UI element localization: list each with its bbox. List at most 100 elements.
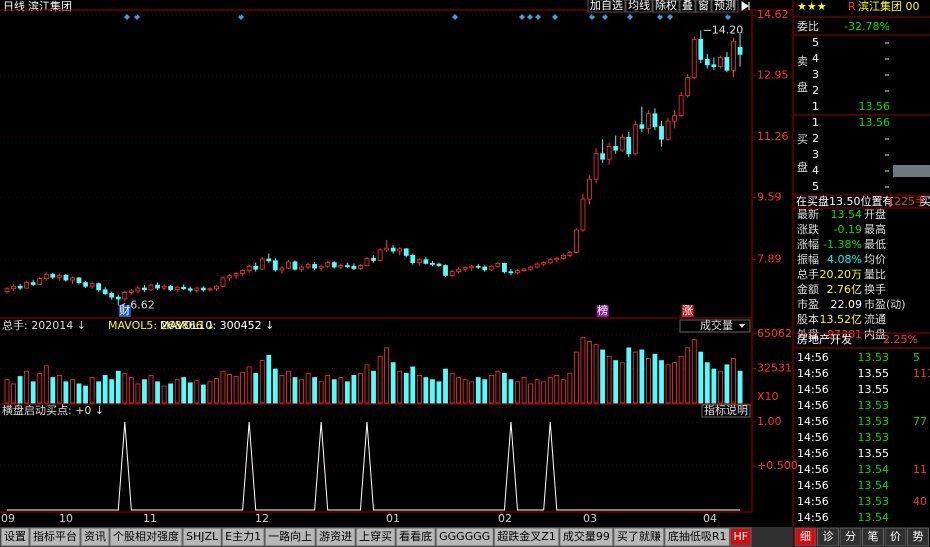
side-tab[interactable]: [794, 527, 817, 547]
candle-body: [482, 266, 488, 271]
candle-body: [567, 252, 573, 256]
event-marker: [589, 14, 595, 20]
candle-body: [292, 261, 298, 270]
candle-body: [436, 263, 442, 266]
toolbar-button-frame[interactable]: [625, 0, 653, 13]
side-tab-label[interactable]: 笔: [868, 529, 879, 543]
candle-body: [148, 284, 154, 291]
tab-label[interactable]: HF: [733, 530, 748, 543]
side-tab-label[interactable]: 势: [913, 530, 924, 543]
volume-bar: [698, 351, 704, 404]
tab-label[interactable]: 游资进: [319, 530, 352, 543]
tab[interactable]: [182, 527, 222, 547]
tab[interactable]: [664, 527, 730, 547]
side-tab-label[interactable]: 诊: [823, 529, 834, 543]
candle-body: [672, 115, 677, 122]
toolbar-button[interactable]: 加自选: [590, 0, 623, 12]
tab[interactable]: [559, 527, 614, 547]
toolbar-button[interactable]: 窗: [698, 0, 709, 12]
y-tick-label: 11.26: [757, 130, 789, 143]
tab-label[interactable]: 资讯: [84, 530, 106, 543]
toolbar-button[interactable]: 预测: [714, 0, 736, 12]
volume-bar: [174, 379, 180, 404]
toolbar-button-frame[interactable]: [652, 0, 680, 13]
tick-time: 14:56: [797, 447, 829, 460]
stat-label: 量比: [864, 268, 886, 281]
side-tab[interactable]: [884, 527, 907, 547]
tab[interactable]: [493, 527, 560, 547]
candle-body: [83, 282, 88, 287]
volume-bar: [109, 379, 115, 404]
side-tab[interactable]: [907, 527, 929, 547]
tab-label[interactable]: 一路向上: [268, 529, 312, 543]
candle-body: [279, 267, 285, 271]
tab-label[interactable]: 设置: [4, 530, 26, 543]
tab-label[interactable]: 看看底: [399, 529, 432, 543]
tab-label[interactable]: 指标平台: [33, 529, 77, 543]
tab[interactable]: [395, 527, 436, 547]
tab-label[interactable]: 底抽低吸R1: [668, 529, 727, 543]
tab[interactable]: [80, 527, 110, 547]
tab[interactable]: [29, 527, 81, 547]
tab[interactable]: [435, 527, 494, 547]
tab-label[interactable]: GGGGGG: [439, 530, 490, 543]
tab[interactable]: [729, 527, 752, 547]
volume-bar: [652, 353, 658, 404]
sell-label: 卖: [797, 55, 808, 68]
tab-label[interactable]: 成交量99: [563, 529, 610, 543]
volume-bar: [704, 362, 710, 404]
volume-bar: [416, 375, 422, 404]
candle-body: [109, 293, 115, 298]
tab[interactable]: [264, 527, 316, 547]
side-tab-label[interactable]: 分: [845, 530, 856, 543]
candle-body: [70, 277, 75, 281]
tab[interactable]: [0, 527, 30, 547]
side-tab[interactable]: [817, 527, 839, 547]
tab[interactable]: [221, 527, 265, 547]
toolbar-button-frame[interactable]: [679, 0, 696, 13]
side-tab-label[interactable]: 价: [890, 530, 901, 543]
toolbar-button[interactable]: 除权: [655, 0, 677, 12]
tab-label[interactable]: 上穿买: [359, 529, 392, 543]
toolbar-button-frame[interactable]: [711, 0, 739, 13]
volume-bar: [89, 377, 95, 404]
tab-label[interactable]: 个股相对强度: [113, 529, 179, 543]
indicator-help-button[interactable]: [701, 404, 751, 418]
side-tab[interactable]: [862, 527, 884, 547]
candle-body: [240, 270, 246, 274]
side-tab[interactable]: [839, 527, 862, 547]
candle-body: [259, 258, 265, 270]
indicator-selector[interactable]: [679, 319, 751, 333]
stat-value: -1.38%: [823, 238, 862, 251]
side-tab-label[interactable]: 细: [800, 530, 811, 543]
stat-label: 流通: [864, 312, 886, 326]
candle-body: [593, 153, 599, 180]
selector-arrow[interactable]: [739, 324, 745, 328]
volume-bar: [593, 344, 599, 404]
stat-label: 换手: [864, 282, 886, 296]
tab-label[interactable]: E主力1: [225, 530, 261, 543]
tab-label[interactable]: 超跌金叉Z1: [497, 529, 556, 543]
ask-price: 13.56: [859, 100, 891, 113]
volume-bar: [299, 379, 304, 404]
toolbar-button-frame[interactable]: [587, 0, 626, 13]
indicator-selector-text[interactable]: 成交量: [700, 318, 733, 332]
toolbar-button-frame[interactable]: [695, 0, 712, 13]
volume-bar: [560, 379, 566, 404]
tab-label[interactable]: 买了就赚: [617, 529, 661, 543]
tab[interactable]: [613, 527, 665, 547]
tab[interactable]: [315, 527, 356, 547]
tab[interactable]: [355, 527, 396, 547]
indicator-help-text[interactable]: 指标说明: [704, 403, 748, 417]
toolbar-arrow[interactable]: [741, 1, 750, 11]
badge: R: [848, 0, 856, 13]
stat-label: 开盘: [864, 207, 886, 221]
tab[interactable]: [109, 527, 183, 547]
candle-body: [371, 257, 376, 261]
tab-label[interactable]: SHJZL: [186, 530, 219, 543]
toolbar-button[interactable]: 均线: [628, 0, 650, 12]
tick-price: 13.54: [858, 463, 890, 476]
toolbar-button[interactable]: 叠: [682, 0, 693, 12]
order-notice: 在买盘13.50位置有: [796, 194, 894, 208]
